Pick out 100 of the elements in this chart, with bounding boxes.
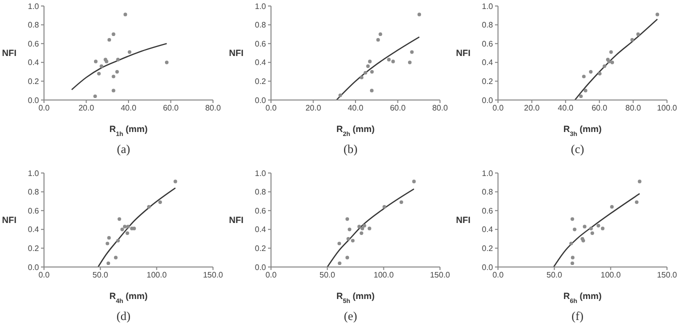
x-tick-label: 50.0 xyxy=(546,270,563,280)
point xyxy=(378,32,382,36)
point xyxy=(116,238,120,242)
y-tick-label: 1.0 xyxy=(28,2,40,11)
y-axis-title: NFI xyxy=(229,214,244,224)
point xyxy=(360,76,364,80)
point xyxy=(582,224,586,228)
x-tick-label: 80.0 xyxy=(432,104,448,113)
x-tick-label: 40.0 xyxy=(348,104,364,113)
y-axis-title: NFI xyxy=(229,48,244,58)
x-tick-label: 150.0 xyxy=(202,270,224,280)
x-tick-label: 0.0 xyxy=(492,104,504,113)
y-tick-label: 0.8 xyxy=(482,20,494,30)
point xyxy=(382,204,386,208)
y-tick-label: 0.2 xyxy=(254,77,267,86)
point xyxy=(610,204,614,208)
point xyxy=(348,227,352,231)
y-tick-label: 0.0 xyxy=(482,262,494,272)
point xyxy=(106,241,110,245)
x-tick-label: 0.0 xyxy=(492,270,504,280)
point xyxy=(360,230,364,234)
point xyxy=(112,32,116,36)
point xyxy=(569,241,573,245)
point xyxy=(570,216,574,220)
y-tick-label: 0.2 xyxy=(254,244,267,253)
point xyxy=(366,64,370,68)
text: (d) xyxy=(116,308,130,324)
x-tick-label: 60.0 xyxy=(162,104,180,113)
y-tick-label: 1.0 xyxy=(482,2,494,11)
point xyxy=(128,50,132,54)
y-axis-title: NFI xyxy=(2,214,16,224)
point xyxy=(610,60,614,64)
y-tick-label: 0.6 xyxy=(28,206,40,215)
x-tick-label: 20.0 xyxy=(78,104,95,113)
point xyxy=(337,241,342,245)
point xyxy=(370,88,374,92)
point xyxy=(590,230,594,234)
x-tick-label: 100.0 xyxy=(600,270,622,280)
point xyxy=(368,226,372,230)
x-tick-label: 0.0 xyxy=(265,104,278,113)
point xyxy=(122,224,127,228)
point xyxy=(410,50,414,54)
y-tick-label: 0.0 xyxy=(482,96,494,105)
point xyxy=(376,38,380,42)
y-tick-label: 0.2 xyxy=(482,77,494,86)
x-axis-title: R$_{1h}$ (mm) xyxy=(109,124,148,138)
y-tick-label: 0.8 xyxy=(28,20,40,30)
point xyxy=(600,226,604,230)
text: (c) xyxy=(570,142,584,157)
point xyxy=(112,74,116,78)
x-axis-title: R$_{6h}$ (mm) xyxy=(563,290,602,304)
x-tick-label: 0.0 xyxy=(38,270,50,280)
point xyxy=(97,72,101,76)
point xyxy=(572,227,576,231)
point xyxy=(579,94,583,98)
line-series xyxy=(326,188,415,266)
y-tick-label: 0.8 xyxy=(482,187,494,196)
point xyxy=(126,224,130,228)
y-tick-label: 0.6 xyxy=(482,206,494,215)
point xyxy=(115,70,119,74)
y-tick-label: 1.0 xyxy=(28,168,40,178)
point xyxy=(174,179,178,183)
line-series xyxy=(553,192,640,266)
point xyxy=(602,64,606,68)
y-tick-label: 0.0 xyxy=(254,262,267,272)
y-tick-label: 0.8 xyxy=(28,187,40,196)
y-tick-label: 1.0 xyxy=(482,168,494,178)
x-tick-label: 20.0 xyxy=(305,104,322,113)
point xyxy=(370,70,374,74)
point xyxy=(158,200,162,204)
point xyxy=(598,72,602,76)
x-tick-label: 100.0 xyxy=(374,270,394,280)
text: (e) xyxy=(342,308,358,324)
line-series xyxy=(336,36,420,100)
x-tick-label: 40.0 xyxy=(558,104,574,113)
point xyxy=(412,179,416,183)
point xyxy=(570,255,574,259)
line-series xyxy=(574,18,658,100)
x-tick-label: 50.0 xyxy=(320,270,336,280)
point xyxy=(638,179,642,183)
point xyxy=(364,70,368,75)
y-tick-label: 0.2 xyxy=(482,244,494,253)
point xyxy=(345,255,350,259)
text: (f) xyxy=(570,308,584,324)
line-series xyxy=(71,43,168,90)
x-tick-label: 60.0 xyxy=(390,104,406,113)
point xyxy=(120,227,124,231)
point xyxy=(100,64,104,68)
point xyxy=(368,60,372,64)
x-tick-label: 40.0 xyxy=(120,104,137,113)
point xyxy=(656,12,660,16)
point xyxy=(636,32,640,36)
point xyxy=(400,200,404,204)
line-series xyxy=(97,186,176,266)
point xyxy=(338,94,342,98)
point xyxy=(391,60,395,64)
x-axis-title: R$_{4h}$ (mm) xyxy=(109,290,148,304)
point xyxy=(362,223,366,227)
y-tick-label: 0.4 xyxy=(482,58,494,68)
point xyxy=(93,94,97,98)
